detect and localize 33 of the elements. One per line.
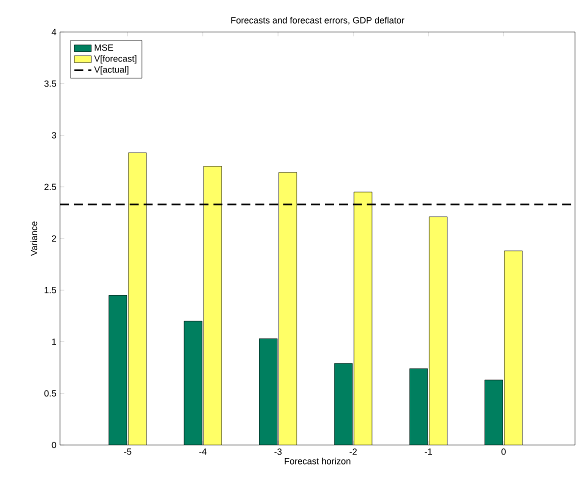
x-axis-title: Forecast horizon (284, 458, 350, 464)
legend-label: V[actual] (94, 66, 128, 75)
bar (128, 152, 147, 445)
x-tick-label: -1 (424, 448, 432, 455)
bar (484, 380, 504, 445)
y-tick-label: 4 (52, 28, 56, 36)
bar (354, 192, 372, 445)
bar (504, 250, 523, 445)
chart-title: Forecasts and forecast errors, GDP deflator (231, 16, 404, 24)
y-tick-label: 2 (52, 235, 56, 242)
y-tick-label: 1 (52, 338, 56, 345)
bar (409, 368, 428, 445)
bar (259, 338, 278, 445)
bar (108, 295, 128, 445)
bar (203, 166, 222, 445)
x-tick-label: -3 (274, 448, 282, 455)
y-tick-label: 2.5 (44, 184, 56, 190)
bar (428, 216, 448, 445)
x-tick-label: -4 (199, 448, 207, 455)
y-tick-label: 3 (52, 132, 56, 138)
y-axis-title: Variance (30, 222, 38, 256)
bar (278, 172, 298, 445)
bar (334, 363, 353, 445)
x-tick-label: -5 (124, 448, 132, 455)
legend-label: V[forecast] (94, 55, 136, 64)
y-tick-label: 0 (52, 442, 56, 448)
x-tick-label: 0 (501, 448, 506, 455)
legend-label: MSE (94, 44, 114, 51)
bar (184, 320, 202, 445)
x-tick-label: -2 (350, 448, 357, 455)
y-tick-label: 0.5 (44, 390, 56, 397)
y-tick-label: 1.5 (44, 286, 56, 294)
y-tick-label: 3.5 (44, 80, 56, 87)
